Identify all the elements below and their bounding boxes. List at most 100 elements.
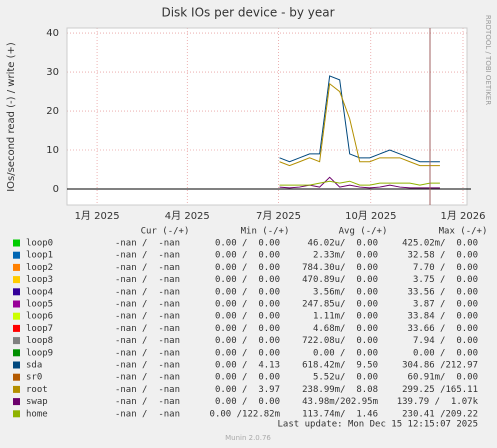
legend-stat: 3.87 / 0.00 [413,300,478,310]
legend-swatch [13,337,20,345]
legend-stat: -nan / -nan [115,263,180,273]
legend-stat: 425.02m/ 0.00 [402,239,478,249]
legend-stat: -nan / -nan [115,409,180,419]
legend-stat: -nan / -nan [115,312,180,322]
legend-stat: 0.00 / 0.00 [215,275,280,285]
legend-stat: 0.00 / 0.00 [215,348,280,358]
legend-swatch [13,373,20,381]
legend-name: loop5 [26,300,53,310]
legend-name: loop1 [26,251,53,261]
y-tick-label: 20 [46,106,59,117]
legend-name: loop6 [26,312,53,322]
legend-swatch [13,239,20,247]
legend-header: Avg (-/+) [339,227,388,237]
legend-stat: -nan / -nan [115,324,180,334]
legend-swatch [13,263,20,271]
legend-name: loop3 [26,275,53,285]
legend-stat: 0.00 / 0.00 [215,397,280,407]
legend-stat: 0.00 / 0.00 [215,263,280,273]
legend-name: loop7 [26,324,53,334]
legend-stat: 7.94 / 0.00 [413,336,478,346]
legend-stat: 2.33m/ 0.00 [313,251,378,261]
legend-stat: -nan / -nan [115,287,180,297]
legend-stat: 0.00 / 0.00 [313,348,378,358]
side-label: RRDTOOL / TOBI OETIKER [484,15,492,105]
x-tick-label: 1月 2025 [75,210,120,222]
legend-stat: 60.91m/ 0.00 [408,373,478,383]
legend-stat: 247.85u/ 0.00 [302,300,378,310]
legend-stat: -nan / -nan [115,239,180,249]
x-tick-label: 10月 2025 [345,210,396,222]
chart-title: Disk IOs per device - by year [161,6,334,20]
legend-stat: 113.74m/ 1.46 [302,409,378,419]
series-line [279,176,440,189]
legend-stat: 470.89u/ 0.00 [302,275,378,285]
legend-name: loop2 [26,263,53,273]
legend-header: Cur (-/+) [141,227,190,237]
legend-stat: -nan / -nan [115,397,180,407]
legend-name: loop9 [26,348,53,358]
legend-name: swap [26,397,48,407]
legend-stat: 299.25 /165.11 [402,385,478,395]
legend-swatch [13,300,20,308]
legend-stat: 618.42m/ 9.50 [302,361,378,371]
legend-swatch [13,251,20,259]
legend-swatch [13,324,20,332]
legend-stat: 304.86 /212.97 [402,361,478,371]
plot-frame [66,27,468,206]
legend-swatch [13,361,20,369]
legend-stat: 0.00 / 0.00 [215,324,280,334]
legend-stat: 722.08u/ 0.00 [302,336,378,346]
legend-swatch [13,410,20,418]
y-axis-label: IOs/second read (-) / write (+) [6,42,17,192]
legend-stat: 33.84 / 0.00 [408,312,478,322]
legend-stat: 4.68m/ 0.00 [313,324,378,334]
legend-stat: 3.56m/ 0.00 [313,287,378,297]
legend-stat: 0.00 / 0.00 [215,251,280,261]
legend-header: Max (-/+) [439,227,488,237]
footer: Munin 2.0.76 [225,434,271,442]
legend-stat: 46.02u/ 0.00 [308,239,378,249]
legend-stat: 0.00 / 0.00 [215,373,280,383]
legend-stat: -nan / -nan [115,348,180,358]
x-tick-label: 4月 2025 [165,210,210,222]
legend-stat: 7.70 / 0.00 [413,263,478,273]
legend-swatch [13,385,20,393]
y-tick-label: 0 [53,184,59,195]
legend-stat: -nan / -nan [115,300,180,310]
legend-stat: 1.11m/ 0.00 [313,312,378,322]
legend-stat: 230.41 /209.22 [402,409,478,419]
legend-stat: 0.00 / 4.13 [215,361,280,371]
legend-stat: -nan / -nan [115,373,180,383]
legend-stat: 0.00 / 0.00 [215,239,280,249]
legend-stat: -nan / -nan [115,385,180,395]
legend-stat: 43.98m/202.95m [302,397,378,407]
legend-stat: 0.00 / 0.00 [215,336,280,346]
plot-area [67,28,467,205]
legend-stat: 0.00 / 0.00 [215,300,280,310]
legend-swatch [13,276,20,284]
legend-name: loop4 [26,287,53,297]
x-tick-label: 1月 2026 [440,210,485,222]
legend-name: root [26,385,48,395]
y-tick-label: 30 [46,67,59,78]
legend-stat: 0.00 / 3.97 [215,385,280,395]
legend-stat: 5.52u/ 0.00 [313,373,378,383]
legend-stat: 784.30u/ 0.00 [302,263,378,273]
legend-stat: -nan / -nan [115,336,180,346]
legend-name: loop8 [26,336,53,346]
legend-stat: 0.00 / 0.00 [413,348,478,358]
legend-stat: 33.56 / 0.00 [408,287,478,297]
legend-header: Min (-/+) [241,227,290,237]
legend-name: sr0 [26,373,42,383]
legend-name: loop0 [26,239,53,249]
legend-stat: 0.00 /122.82m [210,409,280,419]
legend-stat: 0.00 / 0.00 [215,287,280,297]
legend-swatch [13,288,20,296]
last-update: Last update: Mon Dec 15 12:15:07 2025 [278,420,478,430]
legend-stat: 33.66 / 0.00 [408,324,478,334]
legend-stat: 32.58 / 0.00 [408,251,478,261]
series-line [279,75,440,163]
legend-stat: -nan / -nan [115,275,180,285]
